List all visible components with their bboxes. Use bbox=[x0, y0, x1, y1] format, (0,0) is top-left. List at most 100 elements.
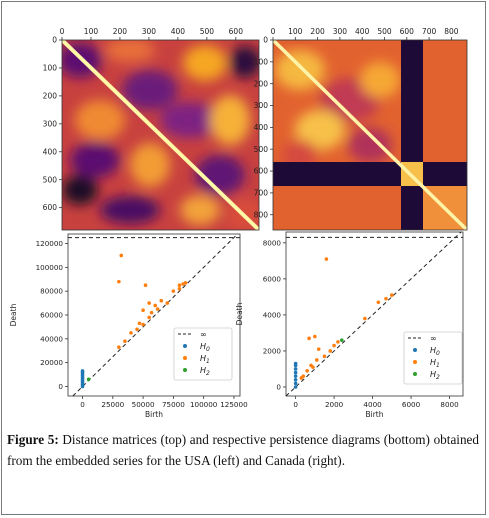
point-h1 bbox=[155, 307, 160, 311]
heatmap-xtick-label: 600 bbox=[400, 27, 415, 36]
scatter-xtick-label: 4000 bbox=[363, 400, 382, 409]
heatmap-ytick-label: 800 bbox=[254, 210, 269, 219]
scatter-ytick-label: 20000 bbox=[40, 358, 63, 367]
point-h1 bbox=[171, 289, 176, 293]
scatter-xtick-label: 6000 bbox=[402, 400, 421, 409]
scatter-xtick-label: 0 bbox=[80, 400, 85, 409]
point-h0 bbox=[293, 385, 298, 389]
scatter-ytick-label: 2000 bbox=[263, 346, 282, 355]
heatmap-usa bbox=[62, 40, 259, 230]
point-h1 bbox=[314, 358, 319, 362]
point-h1 bbox=[316, 347, 321, 351]
point-h1 bbox=[117, 279, 121, 284]
legend-marker-h2 bbox=[413, 372, 417, 376]
point-h1 bbox=[376, 300, 381, 305]
legend-marker-h1 bbox=[413, 360, 417, 364]
point-h1 bbox=[311, 365, 315, 369]
scatter-ytick-label: 6000 bbox=[263, 274, 282, 283]
diagonal-line bbox=[72, 233, 238, 397]
point-h1 bbox=[149, 310, 154, 315]
heatmap-xtick-label: 0 bbox=[271, 27, 276, 36]
heatmap-xtick-label: 200 bbox=[310, 27, 325, 36]
point-h0 bbox=[293, 381, 298, 386]
heatmap-ytick-label: 300 bbox=[254, 101, 269, 110]
heatmap-ytick-label: 200 bbox=[43, 91, 58, 100]
heatmap-xtick-label: 0 bbox=[60, 27, 65, 36]
legend-marker-h0 bbox=[413, 348, 417, 352]
point-h1 bbox=[177, 283, 182, 288]
legend-label-infinity: ∞ bbox=[200, 330, 207, 339]
heatmap-xtick-label: 600 bbox=[229, 27, 244, 36]
figure-caption: Figure 5: Distance matrices (top) and re… bbox=[7, 430, 479, 471]
heatmap-xtick-label: 300 bbox=[142, 27, 157, 36]
legend-label-h1: H1 bbox=[200, 354, 210, 365]
legend-label-h2: H2 bbox=[430, 370, 440, 381]
persistence-canada: 0 2000 4000 6000 8000 0 2000 4000 6000 8000 Birth D… bbox=[235, 231, 463, 419]
heatmap-xtick-label: 500 bbox=[377, 27, 392, 36]
diagonal-line bbox=[285, 231, 462, 397]
scatter-ytick-label: 100000 bbox=[36, 263, 64, 272]
scatter-xtick-label: 2000 bbox=[325, 400, 344, 409]
heatmap-ytick-label: 0 bbox=[52, 36, 57, 45]
point-h1 bbox=[336, 340, 340, 344]
scatter-xtick-label: 75000 bbox=[162, 400, 185, 409]
point-h0 bbox=[293, 374, 298, 378]
legend-label-h0: H0 bbox=[430, 346, 440, 357]
point-h2 bbox=[339, 338, 344, 342]
point-h1 bbox=[307, 336, 311, 341]
point-h0 bbox=[293, 367, 298, 371]
persistence-usa: 0 25000 50000 75000 100000 125000020000400006… bbox=[9, 233, 248, 419]
scatter-ytick-label: 120000 bbox=[36, 239, 64, 248]
legend-label-h1: H1 bbox=[430, 358, 440, 369]
scatter-ytick-label: 0 bbox=[58, 382, 63, 391]
xaxis-label: Birth bbox=[145, 410, 163, 419]
legend-box bbox=[403, 331, 463, 385]
scatter-xtick-label: 125000 bbox=[220, 400, 248, 409]
heatmap-xtick-label: 100 bbox=[288, 27, 303, 36]
scatter-xtick-label: 50000 bbox=[132, 400, 155, 409]
figure-text: Distance matrices (top) and respective p… bbox=[7, 432, 479, 468]
point-h1 bbox=[322, 354, 327, 359]
scatter-xtick-label: 8000 bbox=[440, 400, 459, 409]
heatmap-xtick-label: 200 bbox=[113, 27, 128, 36]
point-h1 bbox=[328, 349, 333, 353]
scatter-ytick-label: 40000 bbox=[40, 334, 63, 343]
point-h1 bbox=[313, 334, 317, 339]
heatmap-ytick-label: 400 bbox=[43, 147, 58, 156]
legend-marker-h0 bbox=[183, 344, 187, 348]
legend-label-infinity: ∞ bbox=[430, 334, 437, 343]
heatmap-canada bbox=[273, 40, 467, 230]
point-h1 bbox=[153, 303, 158, 308]
yaxis-label: Death bbox=[235, 302, 244, 325]
point-h1 bbox=[159, 298, 164, 303]
point-h1 bbox=[332, 343, 336, 348]
point-h1 bbox=[135, 327, 139, 332]
scatter-ytick-label: 80000 bbox=[40, 287, 63, 296]
scatter-xtick-label: 100000 bbox=[190, 400, 218, 409]
heatmap-xtick-label: 100 bbox=[84, 27, 99, 36]
point-h1 bbox=[299, 376, 304, 380]
point-h1 bbox=[183, 281, 188, 285]
point-h1 bbox=[324, 257, 329, 261]
point-h0 bbox=[80, 369, 85, 373]
heatmap-ytick-label: 0 bbox=[263, 36, 268, 45]
scatter-ytick-label: 8000 bbox=[263, 238, 282, 247]
legend-box bbox=[173, 327, 233, 381]
scatter-ytick-label: 0 bbox=[276, 382, 281, 391]
point-h1 bbox=[119, 253, 124, 258]
point-h0 bbox=[293, 370, 298, 375]
heatmap-xtick-label: 400 bbox=[171, 27, 186, 36]
heatmap-ytick-label: 600 bbox=[43, 203, 58, 212]
point-h1 bbox=[384, 296, 388, 301]
legend-marker-h1 bbox=[183, 356, 187, 360]
point-h1 bbox=[123, 339, 127, 344]
heatmap-ytick-label: 300 bbox=[43, 119, 58, 128]
point-h1 bbox=[177, 286, 182, 291]
heatmap-ytick-label: 100 bbox=[254, 57, 269, 66]
point-h1 bbox=[141, 322, 145, 327]
point-h1 bbox=[147, 301, 151, 305]
point-h1 bbox=[390, 293, 394, 297]
heatmap-ytick-label: 500 bbox=[254, 145, 269, 154]
point-h0 bbox=[293, 361, 298, 366]
